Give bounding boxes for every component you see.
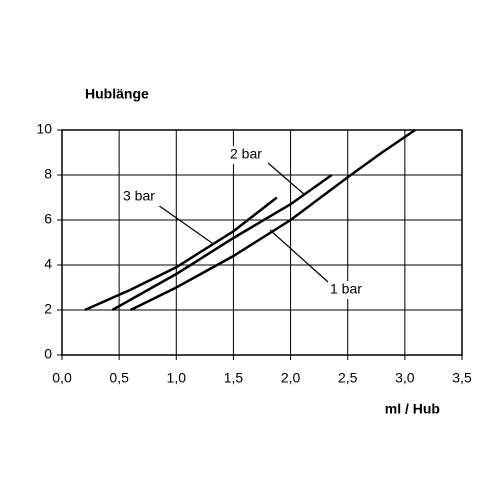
x-tick-label: 1,5 [224,370,244,386]
series-line [84,196,278,312]
label-bg [228,146,268,164]
y-tick-label: 10 [36,121,52,137]
y-tick-label: 8 [44,166,52,182]
y-tick-label: 2 [44,301,52,317]
x-tick-label: 2,0 [281,370,301,386]
series-label: 2 bar [230,146,262,162]
label-leader [157,204,213,244]
x-axis-label: ml / Hub [385,401,440,417]
label-bg [328,281,368,299]
x-tick-label: 0,5 [109,370,129,386]
y-axis-label: Hublänge [85,86,149,102]
series-label: 1 bar [330,281,362,297]
y-tick-label: 6 [44,211,52,227]
x-tick-label: 2,5 [338,370,358,386]
series-line [130,128,416,312]
label-bg [121,188,161,206]
plot-frame [61,129,463,356]
x-tick-label: 3,0 [395,370,415,386]
label-leader [269,229,329,283]
x-tick-label: 0,0 [52,370,72,386]
y-tick-label: 4 [44,256,52,272]
x-tick-label: 3,5 [452,370,472,386]
x-tick-label: 1,0 [167,370,187,386]
y-tick-label: 0 [44,346,52,362]
series-label: 3 bar [123,188,155,204]
label-leader [267,162,306,196]
